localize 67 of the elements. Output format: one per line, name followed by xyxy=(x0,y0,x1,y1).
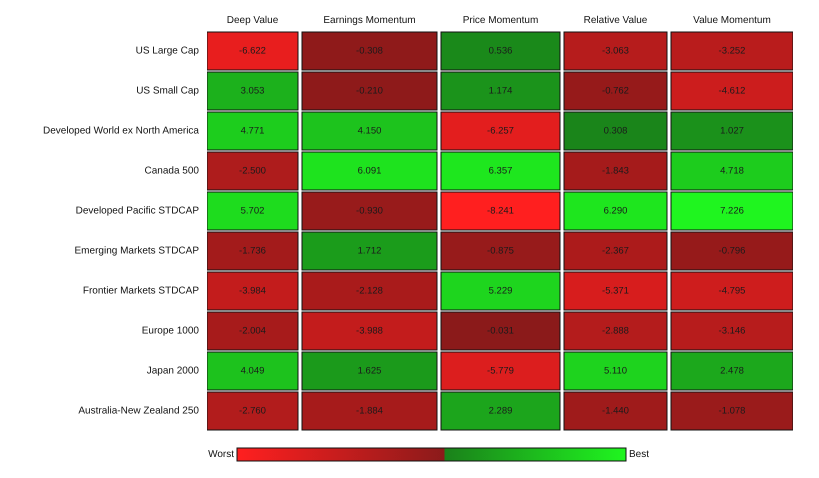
data-label: -3.063 xyxy=(602,46,629,56)
x-tick-label: Price Momentum xyxy=(462,15,538,26)
y-tick-label: Australia-New Zealand 250 xyxy=(78,406,200,416)
y-tick-label: Japan 2000 xyxy=(146,366,200,376)
data-label: -4.795 xyxy=(718,286,746,296)
data-label: -6.622 xyxy=(239,46,266,56)
data-label: 1.625 xyxy=(358,366,382,376)
data-label: 4.150 xyxy=(358,126,382,136)
data-label: -1.078 xyxy=(718,406,746,416)
data-label: 0.308 xyxy=(604,126,628,136)
x-tick-label: Deep Value xyxy=(226,15,279,26)
data-label: 6.091 xyxy=(358,166,382,176)
data-label: -0.031 xyxy=(487,326,514,336)
data-label: -2.500 xyxy=(239,166,266,176)
y-tick-label: US Small Cap xyxy=(136,86,200,96)
text: Best xyxy=(629,448,650,461)
text: Worst xyxy=(208,448,234,461)
data-label: 6.290 xyxy=(604,206,628,216)
data-label: -1.843 xyxy=(602,166,629,176)
data-label: -3.252 xyxy=(718,46,746,56)
data-label: 1.027 xyxy=(720,126,744,136)
data-label: 7.226 xyxy=(720,206,744,216)
data-label: -1.440 xyxy=(602,406,629,416)
data-label: -2.888 xyxy=(602,326,629,336)
y-tick-label: Frontier Markets STDCAP xyxy=(82,286,200,296)
data-label: 5.110 xyxy=(604,366,628,376)
data-label: -8.241 xyxy=(487,206,514,216)
data-label: 4.049 xyxy=(240,366,264,376)
data-label: 3.053 xyxy=(240,86,264,96)
data-label: 1.712 xyxy=(358,246,382,256)
y-tick-label: Developed World ex North America xyxy=(43,126,200,136)
data-label: -0.210 xyxy=(356,86,383,96)
data-label: -2.004 xyxy=(239,326,266,336)
data-label: -2.128 xyxy=(356,286,383,296)
data-label: 2.478 xyxy=(720,366,744,376)
data-label: -3.988 xyxy=(356,326,383,336)
data-label: -2.367 xyxy=(602,246,629,256)
data-label: -2.760 xyxy=(239,406,266,416)
y-tick-label: Canada 500 xyxy=(144,166,200,176)
data-label: -0.762 xyxy=(602,86,629,96)
data-label: -3.984 xyxy=(239,286,266,296)
data-label: 2.289 xyxy=(488,406,512,416)
data-label: 0.536 xyxy=(488,46,512,56)
data-label: -0.875 xyxy=(487,246,514,256)
data-label: -5.779 xyxy=(487,366,514,376)
y-tick-label: Europe 1000 xyxy=(142,326,200,336)
data-label: 4.771 xyxy=(240,126,264,136)
data-label: 4.718 xyxy=(720,166,744,176)
x-tick-label: Relative Value xyxy=(584,15,648,26)
data-label: -0.308 xyxy=(356,46,383,56)
y-tick-label: US Large Cap xyxy=(136,46,200,56)
data-label: -1.884 xyxy=(356,406,383,416)
y-tick-label: Developed Pacific STDCAP xyxy=(76,206,200,216)
data-label: 6.357 xyxy=(488,166,512,176)
data-label: -1.736 xyxy=(239,246,266,256)
data-label: -4.612 xyxy=(718,86,746,96)
data-label: -0.796 xyxy=(718,246,746,256)
data-label: -0.930 xyxy=(356,206,383,216)
data-label: 5.229 xyxy=(488,286,512,296)
data-label: -5.371 xyxy=(602,286,629,296)
data-label: -6.257 xyxy=(487,126,514,136)
data-label: 5.702 xyxy=(240,206,264,216)
x-tick-label: Earnings Momentum xyxy=(323,15,416,26)
data-label: 1.174 xyxy=(488,86,512,96)
y-tick-label: Emerging Markets STDCAP xyxy=(74,246,200,256)
data-label: -3.146 xyxy=(718,326,746,336)
x-tick-label: Value Momentum xyxy=(693,15,771,26)
